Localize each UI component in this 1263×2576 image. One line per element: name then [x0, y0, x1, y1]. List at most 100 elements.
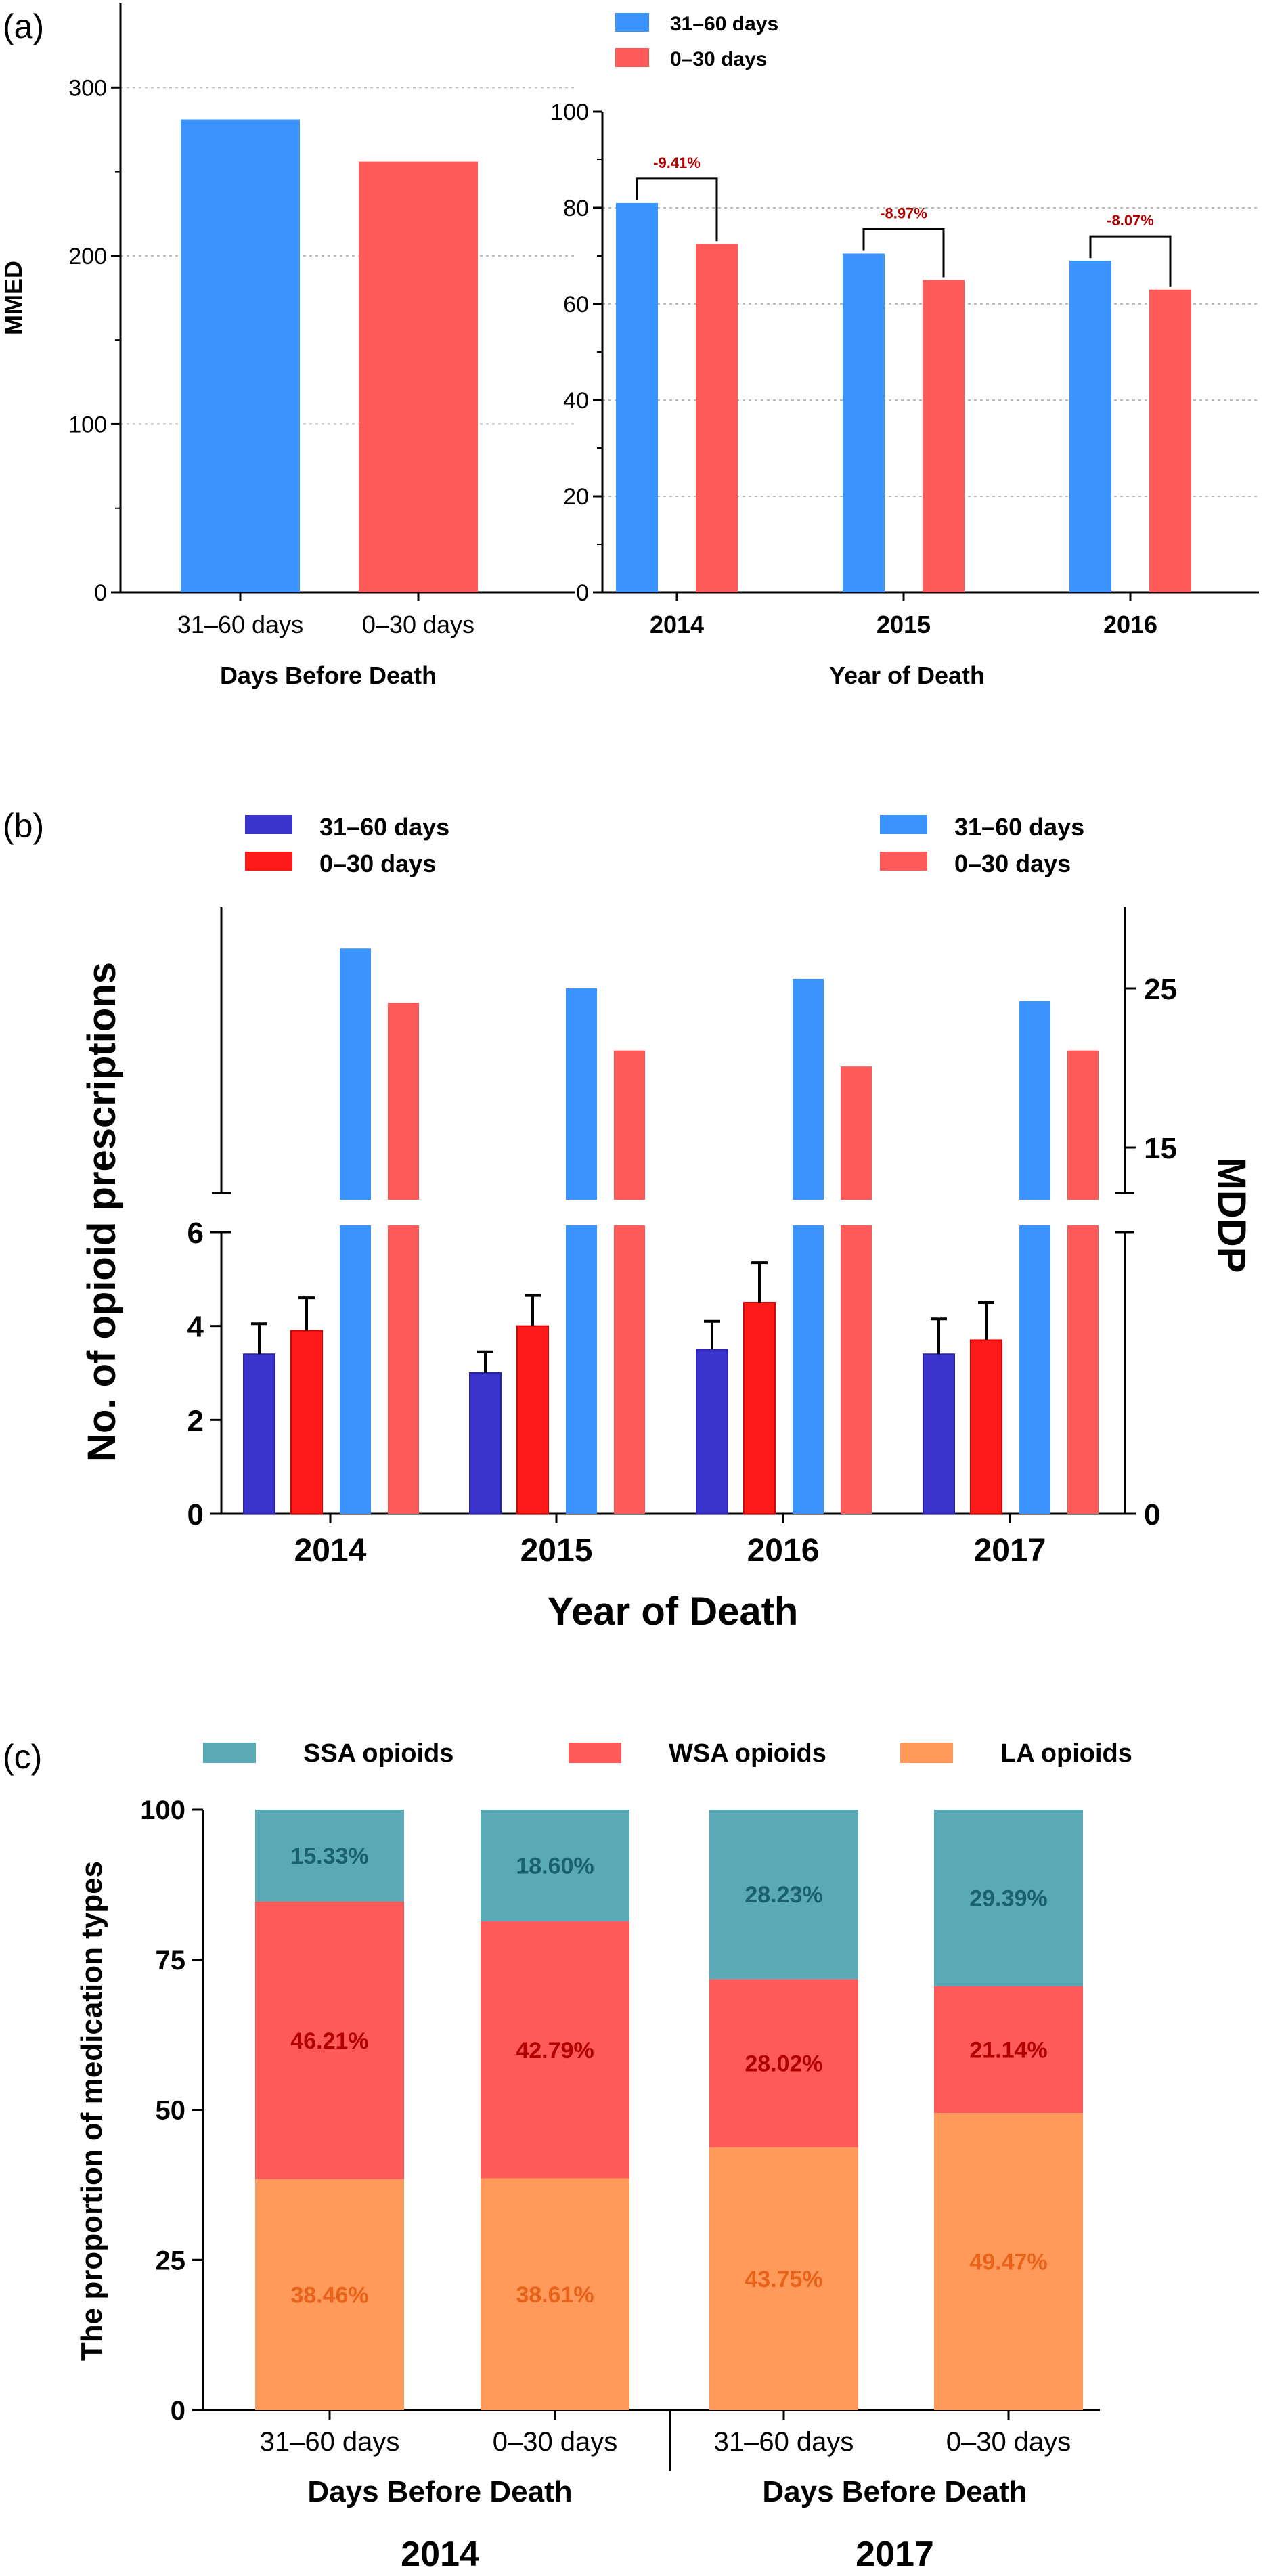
legend-label: 0–30 days [319, 850, 436, 877]
significance-bracket [862, 227, 945, 278]
bar [970, 1339, 1002, 1514]
bar-lower [1019, 1225, 1050, 1514]
bar [516, 1325, 549, 1514]
bar-segment [934, 1986, 1083, 2114]
x-axis-title: Year of Death [829, 661, 985, 689]
data-label: 15.33% [290, 1843, 368, 1869]
y-axis-title: MMED [0, 261, 27, 335]
change-annotation: -9.41% [653, 154, 701, 171]
x-tick-label: 2014 [294, 1533, 367, 1569]
bar-lower [1067, 1225, 1099, 1514]
y-tick-label: 0 [94, 580, 107, 606]
bar-segment [481, 2178, 629, 2410]
y-tick-label: 50 [156, 2096, 186, 2126]
x-tick-label: 0–30 days [493, 2427, 618, 2457]
y-tick-label: 15 [1144, 1132, 1177, 1165]
legend-swatch [880, 815, 927, 834]
data-label: 21.14% [969, 2037, 1047, 2063]
data-label: 28.02% [745, 2051, 822, 2077]
bar [743, 1302, 776, 1514]
y-tick-label: 60 [563, 292, 589, 318]
y-tick-label: 25 [1144, 973, 1177, 1006]
bar-lower [841, 1225, 872, 1514]
change-annotation: -8.07% [1107, 212, 1154, 229]
x-axis-title: Days Before Death [307, 2475, 572, 2508]
bar-lower [614, 1225, 645, 1514]
y-tick-label: 200 [68, 244, 107, 269]
bar [181, 119, 300, 592]
legend-swatch [615, 48, 649, 67]
x-tick-label: 31–60 days [177, 611, 303, 638]
bar-lower [793, 1225, 824, 1514]
bar-segment [709, 2147, 858, 2410]
bar-upper [793, 978, 824, 1200]
x-tick-label: 0–30 days [946, 2427, 1071, 2457]
bar [359, 161, 478, 592]
data-label: 28.23% [745, 1882, 822, 1908]
bar-segment [709, 1810, 858, 1980]
legend-swatch [203, 1743, 256, 1763]
x-tick-label: 2014 [650, 611, 704, 638]
data-label: 38.46% [290, 2282, 368, 2308]
bar [923, 280, 965, 592]
bar-segment [255, 1901, 404, 2179]
y-axis-title-right: MDDP [1210, 1158, 1254, 1273]
legend-label: 0–30 days [954, 850, 1071, 877]
y-tick-label: 80 [563, 196, 589, 221]
group-label: 2014 [401, 2535, 479, 2574]
bar-upper [340, 948, 371, 1200]
y-tick-label: 20 [563, 484, 589, 510]
bar [290, 1330, 323, 1514]
x-axis-title: Year of Death [548, 1590, 799, 1634]
legend-label: 31–60 days [670, 13, 778, 35]
bar-lower [566, 1225, 597, 1514]
bar-segment [481, 1921, 629, 2179]
y-tick-label: 100 [550, 100, 589, 125]
panel-b: (b) 0 2 4 6 0 15 25 2014 2015 2016 2017 Year of Deat… [3, 807, 1254, 1634]
y-tick-label: 100 [140, 1795, 185, 1825]
y-tick-label: 0 [1144, 1498, 1160, 1531]
bar-segment [255, 1810, 404, 1902]
significance-bracket [1089, 235, 1172, 287]
data-label: 29.39% [969, 1885, 1047, 1911]
data-label: 43.75% [745, 2267, 822, 2292]
bar-upper [841, 1066, 872, 1200]
bar [696, 244, 738, 592]
bar-segment [709, 1979, 858, 2147]
legend-swatch [569, 1743, 621, 1763]
bar [1069, 261, 1111, 592]
bar [243, 1353, 275, 1515]
x-tick-label: 31–60 days [260, 2427, 400, 2457]
legend-label: 0–30 days [670, 48, 767, 70]
y-tick-label: 0 [576, 580, 589, 606]
x-tick-label: 2015 [877, 611, 931, 638]
legend-label: LA opioids [1000, 1739, 1132, 1768]
data-label: 46.21% [290, 2028, 368, 2054]
data-label: 38.61% [516, 2282, 594, 2308]
x-tick-label: 2017 [974, 1533, 1046, 1569]
legend-label: 31–60 days [319, 813, 449, 841]
y-tick-label: 0 [187, 1498, 204, 1531]
x-axis-title: Days Before Death [220, 661, 437, 689]
panel-label: (c) [3, 1738, 42, 1776]
x-tick-label: 0–30 days [362, 611, 474, 638]
y-axis-title: The proportion of medication types [75, 1861, 108, 2361]
panel-c: (c) 0 25 50 75 100 38.46% 46.21% 15.33% 31–60 day… [3, 1738, 1132, 2574]
x-axis-title: Days Before Death [762, 2475, 1027, 2508]
bar-segment [481, 1810, 629, 1921]
x-tick-label: 2016 [747, 1533, 820, 1569]
legend-swatch [615, 13, 649, 32]
significance-bracket [636, 177, 718, 242]
bar [696, 1349, 728, 1515]
x-tick-label: 2016 [1103, 611, 1157, 638]
bar-upper [1067, 1050, 1099, 1200]
legend-label: WSA opioids [669, 1739, 826, 1768]
bar [469, 1372, 502, 1514]
bar-upper [388, 1003, 419, 1200]
legend-swatch [245, 852, 292, 871]
legend-swatch [900, 1743, 953, 1763]
y-tick-label: 100 [68, 412, 107, 437]
y-axis-title-left: No. of opioid prescriptions [80, 962, 124, 1462]
bar-lower [388, 1225, 419, 1514]
